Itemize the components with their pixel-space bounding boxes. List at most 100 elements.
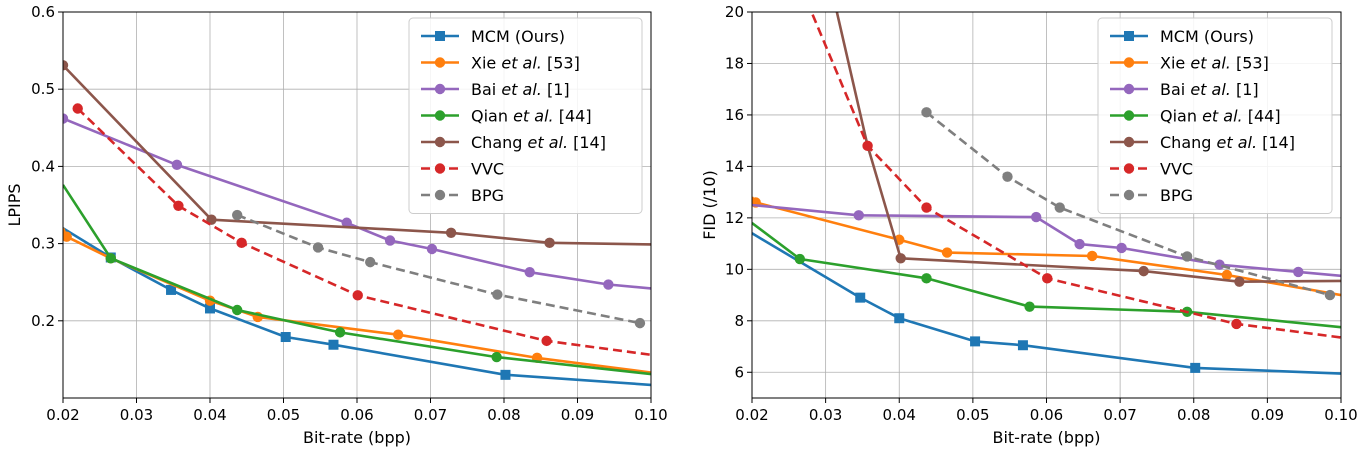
data-point: [231, 209, 243, 221]
chart-1: 0.02 0.03 0.04 0.05 0.06 0.07 0.08 0.09 0.10 0.2 0…: [5, 3, 668, 447]
legend-label: Bai et al. [1]: [1160, 80, 1259, 99]
data-point: [236, 237, 247, 249]
data-point: [1190, 362, 1201, 373]
series-vvc: [72, 103, 651, 357]
legend-marker: [1123, 189, 1135, 201]
x-tick-label: 0.02: [735, 406, 768, 424]
data-point: [1293, 266, 1304, 278]
data-point: [970, 336, 981, 347]
data-point: [1181, 251, 1193, 262]
legend-entry: Xie et al. [53]: [1110, 54, 1269, 73]
data-point: [1002, 171, 1013, 182]
data-point: [1024, 301, 1035, 312]
x-tick-label: 0.09: [1251, 406, 1284, 424]
legend-marker: [434, 83, 446, 95]
data-point: [1017, 340, 1028, 351]
x-tick-label: 0.04: [193, 406, 226, 424]
x-tick-label: 0.04: [883, 406, 916, 424]
data-point: [341, 217, 352, 228]
x-tick-label: 0.10: [1324, 406, 1357, 424]
y-tick-label: 0.3: [31, 235, 55, 253]
legend-entry: Bai et al. [1]: [1110, 80, 1259, 99]
data-point: [205, 303, 215, 314]
x-tick-label: 0.02: [46, 406, 79, 424]
legend-marker: [1123, 57, 1135, 68]
y-axis-label: FID (/10): [700, 170, 719, 240]
legend-entry: MCM (Ours): [1110, 27, 1254, 46]
legend-entry: Chang et al. [14]: [421, 133, 606, 152]
y-tick-label: 0.5: [31, 80, 55, 98]
data-point: [634, 317, 646, 329]
data-point: [544, 237, 555, 249]
y-tick-label: 16: [725, 106, 744, 124]
data-point: [491, 351, 502, 363]
data-point: [1042, 273, 1053, 284]
legend-marker: [435, 31, 445, 41]
data-point: [855, 292, 866, 303]
legend-label: Xie et al. [53]: [1160, 54, 1269, 73]
y-tick-label: 10: [725, 260, 744, 278]
data-point: [1030, 211, 1042, 223]
legend: MCM (Ours) Xie et al. [53] Bai et al. [1] Q…: [1097, 17, 1333, 214]
data-point: [1054, 202, 1065, 213]
legend-marker: [434, 57, 446, 68]
data-point: [166, 284, 177, 295]
legend-entry: BPG: [421, 186, 504, 205]
legend-marker: [434, 136, 446, 148]
data-point: [1138, 265, 1149, 277]
legend-entry: Xie et al. [53]: [421, 54, 580, 73]
x-tick-label: 0.07: [1103, 406, 1136, 424]
y-tick-label: 14: [725, 157, 744, 175]
legend-label: BPG: [471, 186, 504, 205]
data-point: [280, 332, 291, 343]
legend-entry: VVC: [1110, 160, 1193, 179]
legend-marker: [434, 189, 446, 201]
y-tick-label: 0.2: [31, 312, 55, 330]
data-point: [1086, 250, 1098, 262]
data-point: [1234, 276, 1245, 287]
legend-marker: [1123, 83, 1135, 95]
legend-label: Qian et al. [44]: [1160, 107, 1281, 126]
data-point: [231, 304, 243, 316]
legend: MCM (Ours) Xie et al. [53] Bai et al. [1] Q…: [408, 17, 643, 214]
x-tick-label: 0.08: [487, 406, 520, 424]
data-point: [365, 256, 376, 268]
series-line: [63, 117, 651, 290]
data-point: [500, 369, 511, 380]
series-bpg: [231, 209, 646, 329]
legend-marker: [1123, 163, 1135, 174]
x-tick-label: 0.03: [120, 406, 153, 424]
data-point: [312, 242, 324, 253]
legend-entry: BPG: [1110, 186, 1193, 205]
legend-label: VVC: [1160, 160, 1193, 179]
legend-label: BPG: [1160, 186, 1193, 205]
data-point: [426, 243, 438, 255]
series-vvc: [810, 12, 1341, 339]
legend-label: MCM (Ours): [471, 27, 565, 46]
data-point: [895, 253, 906, 264]
legend-entry: VVC: [421, 160, 504, 179]
series-line: [752, 221, 1341, 329]
y-axis-label: LPIPS: [5, 183, 24, 226]
data-point: [921, 202, 932, 213]
legend-label: Qian et al. [44]: [471, 107, 592, 126]
data-point: [1231, 318, 1242, 330]
legend-label: Chang et al. [14]: [1160, 133, 1295, 152]
data-point: [492, 289, 503, 300]
data-point: [794, 253, 806, 265]
data-point: [384, 235, 396, 246]
data-point: [941, 247, 953, 258]
series-mcm-ours-: [752, 232, 1341, 375]
y-tick-label: 6: [734, 363, 744, 381]
x-tick-label: 0.09: [561, 406, 594, 424]
legend-box: [408, 17, 643, 214]
data-point: [63, 60, 69, 71]
data-point: [105, 253, 116, 264]
series-qian-et-al-44-: [752, 221, 1341, 329]
y-tick-label: 18: [725, 54, 744, 72]
data-point: [334, 327, 346, 338]
series-bai-et-al-1-: [63, 113, 651, 290]
data-point: [352, 290, 363, 301]
data-point: [1221, 269, 1233, 281]
